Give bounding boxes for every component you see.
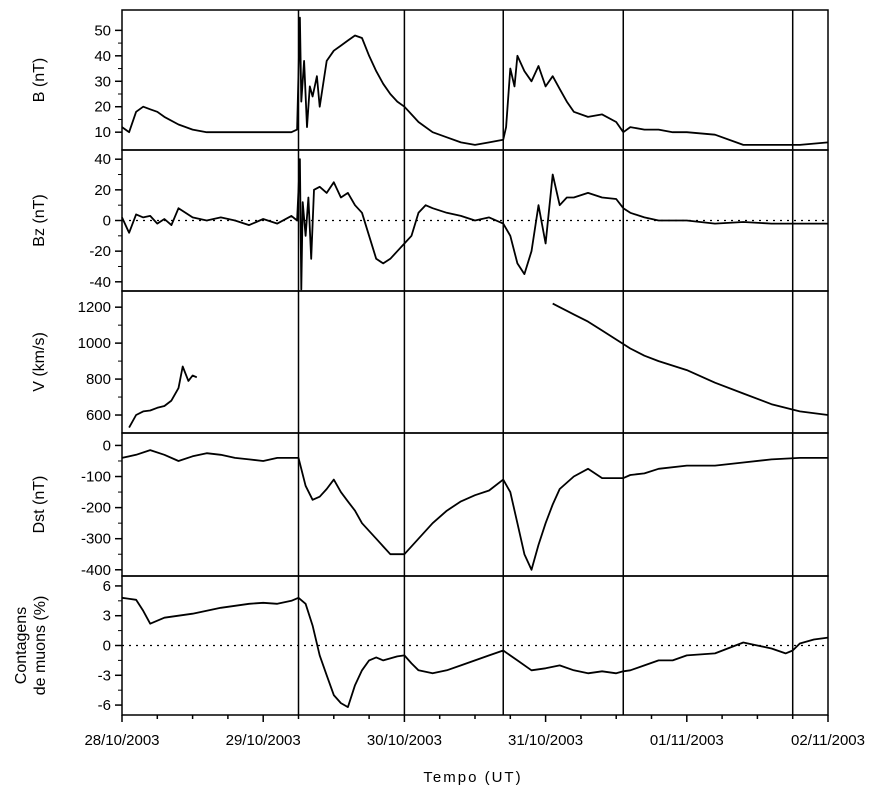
x-tick-label: 28/10/2003 xyxy=(84,732,159,749)
y-tick-label: 20 xyxy=(94,99,111,116)
y-axis-title: Bz (nT) xyxy=(31,194,48,246)
y-tick-label: -6 xyxy=(98,697,111,714)
series-line xyxy=(121,449,828,571)
x-tick-label: 01/11/2003 xyxy=(650,732,724,749)
series-line xyxy=(121,596,829,708)
panel-4: -400 -300 -200 -100 0 Dst (nT) xyxy=(31,432,829,579)
y-tick-label: -400 xyxy=(81,562,111,579)
y-tick-label: 1200 xyxy=(78,299,111,316)
y-axis-title: V (km/s) xyxy=(31,332,48,392)
x-tick-label: 30/10/2003 xyxy=(367,732,442,749)
y-tick-label: -100 xyxy=(81,469,111,486)
y-axis-title: Contagens xyxy=(13,607,30,684)
y-tick-label: 1000 xyxy=(78,335,111,352)
y-tick-label: 6 xyxy=(103,578,111,595)
series-line xyxy=(121,158,828,291)
y-tick-label: 0 xyxy=(103,437,111,454)
y-tick-label: 40 xyxy=(94,48,111,65)
y-tick-label: -40 xyxy=(89,274,111,291)
y-tick-label: -3 xyxy=(98,667,111,684)
panel-2: -40 -20 0 20 40 Bz (nT) xyxy=(31,149,829,292)
x-tick-label: 02/11/2003 xyxy=(791,732,865,749)
series-line xyxy=(121,16,829,146)
y-tick-label: 40 xyxy=(94,151,111,168)
y-axis-title-line2: de muons (%) xyxy=(32,596,49,696)
y-tick-label: 0 xyxy=(103,638,111,655)
x-tick-label: 31/10/2003 xyxy=(508,732,583,749)
panel-frame xyxy=(121,432,829,577)
y-tick-label: 3 xyxy=(103,608,111,625)
panel-1: 10 20 30 40 50 B (nT) xyxy=(31,9,829,151)
series-line xyxy=(552,302,829,416)
y-tick-label: 30 xyxy=(94,73,111,90)
y-tick-label: 10 xyxy=(94,124,111,141)
y-tick-label: -200 xyxy=(81,500,111,517)
y-tick-label: -20 xyxy=(89,243,111,260)
y-tick-label: 800 xyxy=(86,371,111,388)
panel-5: -6 -3 0 3 6 Contagens de muons (%) xyxy=(13,575,829,716)
series-line xyxy=(128,365,198,429)
x-axis-title: Tempo (UT) xyxy=(423,769,522,786)
y-axis-title: B (nT) xyxy=(31,58,48,102)
y-axis-title: Dst (nT) xyxy=(31,476,48,534)
y-tick-label: 50 xyxy=(94,22,111,39)
x-tick-label: 29/10/2003 xyxy=(226,732,301,749)
y-tick-label: 20 xyxy=(94,182,111,199)
y-tick-label: 0 xyxy=(103,213,111,230)
panel-3: 600 800 1000 1200 V (km/s) xyxy=(31,290,829,434)
y-tick-label: -300 xyxy=(81,531,111,548)
panel-frame xyxy=(121,290,829,434)
y-tick-label: 600 xyxy=(86,407,111,424)
panel-frame xyxy=(121,9,829,151)
